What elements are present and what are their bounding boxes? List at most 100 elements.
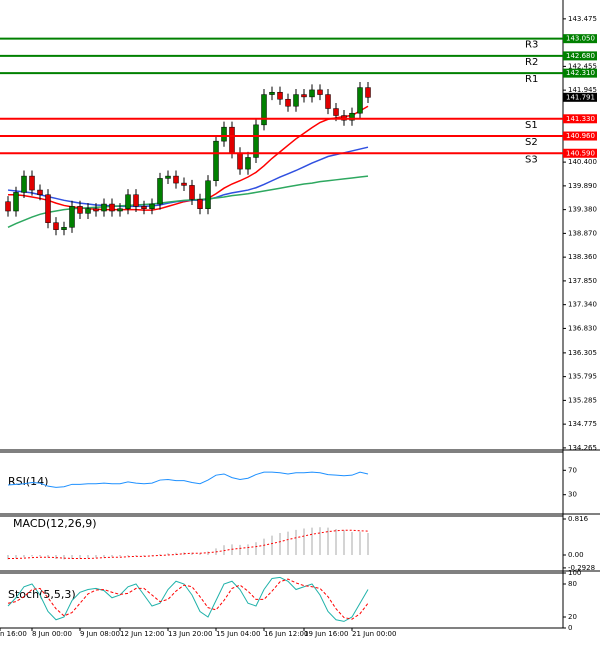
- pivot-label: S2: [525, 137, 538, 148]
- candle-body: [125, 194, 131, 209]
- x-tick-label: 9 Jun 08:00: [80, 630, 120, 638]
- y-tick-label: 134.265: [568, 444, 597, 452]
- pivot-label: R1: [525, 74, 538, 85]
- current-price-label: 141.791: [566, 93, 595, 101]
- candle-body: [13, 192, 19, 212]
- candle-body: [309, 89, 315, 98]
- candle-body: [157, 178, 163, 205]
- y-tick-label: 139.890: [568, 182, 597, 190]
- candle-body: [285, 98, 291, 107]
- candle-body: [141, 206, 147, 209]
- candle-body: [221, 126, 227, 142]
- candle-body: [101, 203, 107, 212]
- candle-body: [165, 175, 171, 179]
- y-tick-label: 138.870: [568, 229, 597, 237]
- price-box-label: 142.310: [566, 69, 595, 77]
- y-tick-label: 140.400: [568, 158, 597, 166]
- candle-body: [237, 152, 243, 170]
- candle-body: [181, 182, 187, 186]
- panel-title: Stoch(5,5,3): [8, 588, 76, 601]
- pivot-label: R2: [525, 57, 538, 68]
- x-tick-label: 15 Jun 04:00: [216, 630, 260, 638]
- indicator-line: [7, 175, 369, 229]
- price-box: [563, 34, 597, 44]
- candle-body: [365, 87, 371, 98]
- pivot-label: S3: [525, 154, 538, 165]
- y-tick-label: 0.00: [568, 551, 584, 559]
- price-box: [563, 51, 597, 61]
- indicator-line: [8, 529, 369, 560]
- pivot-label: R3: [525, 40, 538, 51]
- candle-body: [77, 206, 83, 214]
- candle-body: [45, 194, 51, 223]
- y-tick-label: 80: [568, 580, 577, 588]
- candle-body: [245, 157, 251, 170]
- price-box: [563, 68, 597, 78]
- candle-body: [301, 94, 307, 98]
- y-tick-label: 0: [568, 624, 572, 632]
- candle-body: [173, 175, 179, 184]
- candle-body: [37, 189, 43, 195]
- candle-body: [85, 208, 91, 214]
- candle-body: [333, 108, 339, 116]
- plot-background: [0, 0, 563, 628]
- x-tick-label: n 16:00: [0, 630, 27, 638]
- pivot-label: S1: [525, 120, 538, 131]
- y-tick-label: 20: [568, 613, 577, 621]
- candle-body: [117, 208, 123, 212]
- candle-body: [149, 203, 155, 209]
- y-tick-label: -0.2928: [568, 564, 595, 572]
- candle-body: [29, 175, 35, 191]
- candle-body: [53, 222, 59, 230]
- y-tick-label: 30: [568, 491, 577, 499]
- candle-body: [197, 199, 203, 209]
- candle-body: [93, 208, 99, 212]
- price-box: [563, 114, 597, 124]
- y-tick-label: 135.285: [568, 396, 597, 404]
- y-tick-label: 141.945: [568, 86, 597, 94]
- candle-body: [253, 124, 259, 158]
- candle-body: [293, 94, 299, 107]
- y-tick-label: 100: [568, 569, 581, 577]
- x-tick-label: 21 Jun 00:00: [352, 630, 396, 638]
- candle-body: [357, 87, 363, 114]
- candle-body: [205, 180, 211, 209]
- candle-body: [277, 91, 283, 100]
- price-box: [563, 131, 597, 141]
- candle-body: [133, 194, 139, 207]
- candle-body: [269, 91, 275, 95]
- indicator-line: [7, 471, 369, 488]
- x-tick-label: 12 Jun 12:00: [120, 630, 164, 638]
- price-box-label: 140.590: [566, 149, 595, 157]
- candle-body: [317, 89, 323, 95]
- candle-body: [69, 206, 75, 228]
- y-tick-label: 0.816: [568, 515, 589, 523]
- x-tick-label: 8 Jun 00:00: [32, 630, 72, 638]
- candle-body: [189, 185, 195, 200]
- candle-body: [349, 112, 355, 121]
- y-tick-label: 138.360: [568, 253, 597, 261]
- candle-body: [21, 175, 27, 193]
- candle-body: [5, 201, 11, 212]
- candle-body: [109, 203, 115, 212]
- indicator-line: [7, 576, 369, 622]
- price-box-label: 141.330: [566, 115, 595, 123]
- y-tick-label: 139.380: [568, 206, 597, 214]
- y-tick-label: 135.795: [568, 373, 597, 381]
- price-box-label: 143.050: [566, 35, 595, 43]
- price-box-label: 142.680: [566, 52, 595, 60]
- x-tick-label: 13 Jun 20:00: [168, 630, 212, 638]
- candle-body: [261, 94, 267, 126]
- price-box: [563, 148, 597, 158]
- y-tick-label: 143.475: [568, 15, 597, 23]
- candle-body: [61, 227, 67, 230]
- candle-body: [325, 94, 331, 109]
- y-tick-label: 137.850: [568, 277, 597, 285]
- y-tick-label: 70: [568, 466, 577, 474]
- panel-title: MACD(12,26,9): [13, 517, 97, 530]
- price-box-label: 140.960: [566, 132, 595, 140]
- y-tick-label: 136.305: [568, 349, 597, 357]
- candle-body: [213, 140, 219, 181]
